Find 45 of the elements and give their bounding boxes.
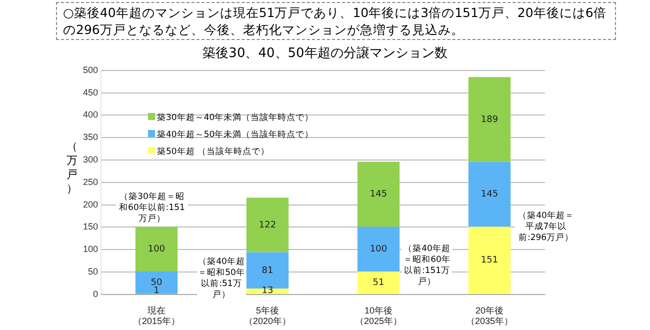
annotation: （築40年超＝昭和50年以前:51万戸） [197,257,246,301]
bar [357,272,400,294]
bar [468,77,511,162]
legend-label: 築40年超～50年未満（当該年時点で） [156,128,314,142]
y-tick-label: 300 [82,154,98,164]
annotation: （築30年超＝昭和60年以前:151万戸） [116,192,188,225]
x-tick-label: 10年後（2025年） [354,305,402,326]
data-label: 81 [262,266,274,276]
bar [357,226,400,272]
data-label: 13 [262,286,274,296]
y-tick-label: 400 [82,110,98,120]
data-label: 1 [154,286,160,296]
data-label: 122 [258,220,276,230]
data-label: 100 [148,244,166,254]
bar [357,162,400,227]
y-tick-label: 0 [93,288,98,299]
data-label: 145 [480,190,498,200]
y-tick-label: 350 [82,132,98,142]
bar [135,272,178,294]
legend-label: 築50年超 （当該年時点で） [156,146,271,159]
x-tick-label: 現在（2015年） [133,305,180,326]
data-label: 189 [480,114,498,125]
data-label: 151 [480,256,498,266]
data-label: 100 [370,244,388,254]
chart-title: 築後30、40、50年超の分譲マンション数 [202,45,448,62]
y-tick-label: 150 [82,222,98,232]
y-tick-label: 100 [82,244,98,254]
y-tick-label: 500 [82,64,98,75]
y-tick-label: 50 [88,266,98,276]
annotation: （築40年超＝平成7年以前:296万戸） [515,211,577,244]
annotation: （築40年超＝昭和60年以前:151万戸） [402,244,452,288]
legend-label: 築30年超～40年未満（当該年時点で） [156,112,314,125]
bar [468,226,511,294]
data-label: 51 [372,278,384,288]
y-tick-label: 250 [82,176,98,187]
y-axis-title: （万戸） [66,140,78,196]
chart-subtitle: ○築後40年超のマンションは現在51万戸であり、10年後には3倍の151万戸、20年後には6倍の296万戸となるなど、今後、老朽化マンションが急増する見込み。 [56,2,616,40]
y-tick-label: 450 [82,87,98,98]
y-tick-label: 200 [82,199,98,210]
bar [246,198,289,252]
data-label: 145 [370,190,388,200]
bar [135,226,178,272]
x-tick-label: 5年後（2020年） [244,305,292,326]
bar [468,162,511,227]
x-tick-label: 20年後（2035年） [466,305,514,326]
